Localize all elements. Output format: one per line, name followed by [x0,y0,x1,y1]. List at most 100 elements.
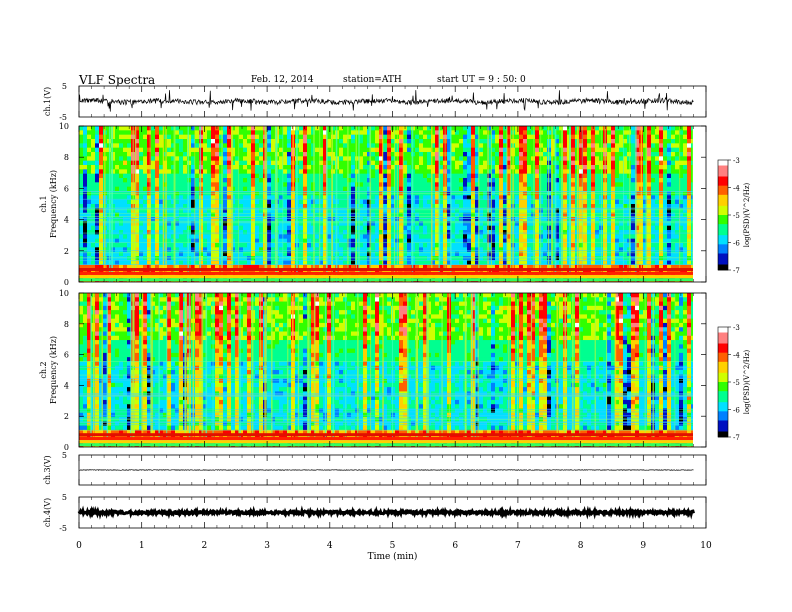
psd-cell [87,182,92,187]
psd-cell [167,126,172,131]
psd-cell [611,256,616,261]
psd-cell [379,234,384,239]
psd-cell [331,156,336,161]
psd-cell [195,260,200,265]
psd-cell [507,269,512,274]
psd-cell [539,147,544,153]
psd-cell [531,139,536,144]
psd-cell [467,251,472,257]
psd-cell [299,139,304,144]
psd-cell [319,126,324,131]
psd-cell [191,199,196,205]
psd-cell [195,230,200,235]
psd-cell [571,199,576,205]
psd-cell [167,256,172,261]
psd-cell [367,212,372,218]
psd-cell [227,186,232,192]
psd-cell [159,173,164,179]
psd-cell [563,221,568,226]
psd-cell [579,165,584,170]
psd-cell [303,217,308,222]
psd-cell [439,234,444,239]
psd-cell [395,152,400,157]
psd-cell [259,217,264,222]
psd-cell [207,139,212,144]
psd-cell [243,134,248,140]
psd-cell [615,204,620,209]
psd-cell [487,247,492,252]
psd-cell [579,269,584,274]
psd-cell [475,204,480,209]
psd-cell [483,230,488,235]
psd-cell [515,165,520,170]
psd-cell [631,130,636,135]
psd-cell [543,212,548,218]
psd-cell [135,182,140,187]
psd-cell [419,147,424,153]
psd-cell [451,152,456,157]
psd-cell [427,182,432,187]
psd-cell [239,130,244,135]
psd-cell [111,130,116,135]
psd-cell [235,139,240,144]
psd-cell [399,156,404,161]
psd-cell [619,130,624,135]
psd-cell [183,186,188,192]
psd-cell [191,195,196,200]
psd-cell [579,199,584,205]
psd-cell [583,165,588,170]
psd-cell [307,234,312,239]
psd-cell [347,251,352,257]
psd-cell [279,230,284,235]
psd-cell [531,243,536,248]
psd-cell [563,247,568,252]
psd-cell [327,126,332,131]
psd-cell [223,186,228,192]
psd-cell [315,143,320,148]
psd-cell [323,173,328,179]
psd-cell [167,264,172,270]
psd-cell [159,217,164,222]
psd-cell [355,191,360,196]
psd-cell [267,199,272,205]
psd-cell [455,204,460,209]
psd-cell [607,126,612,131]
psd-cell [447,173,452,179]
psd-cell [527,234,532,239]
psd-cell [83,165,88,170]
psd-cell [87,165,92,170]
psd-cell [555,260,560,265]
psd-cell [523,173,528,179]
psd-cell [447,134,452,140]
psd-cell [167,147,172,153]
psd-cell [391,134,396,140]
psd-cell [239,134,244,140]
psd-cell [203,243,208,248]
psd-cell [127,212,132,218]
psd-cell [507,191,512,196]
psd-cell [147,243,152,248]
psd-cell [595,130,600,135]
psd-cell [323,238,328,244]
psd-cell [555,247,560,252]
psd-cell [119,269,124,274]
psd-cell [259,251,264,257]
psd-cell [307,139,312,144]
psd-cell [239,139,244,144]
psd-cell [363,225,368,231]
psd-cell [399,208,404,213]
psd-cell [383,126,388,131]
psd-cell [215,199,220,205]
psd-cell [515,186,520,192]
psd-cell [583,173,588,179]
psd-cell [331,212,336,218]
psd-cell [423,178,428,183]
psd-cell [163,152,168,157]
psd-cell [247,160,252,166]
psd-cell [627,247,632,252]
psd-cell [151,269,156,274]
psd-cell [347,243,352,248]
psd-cell [183,256,188,261]
psd-cell [99,160,104,166]
psd-cell [611,199,616,205]
